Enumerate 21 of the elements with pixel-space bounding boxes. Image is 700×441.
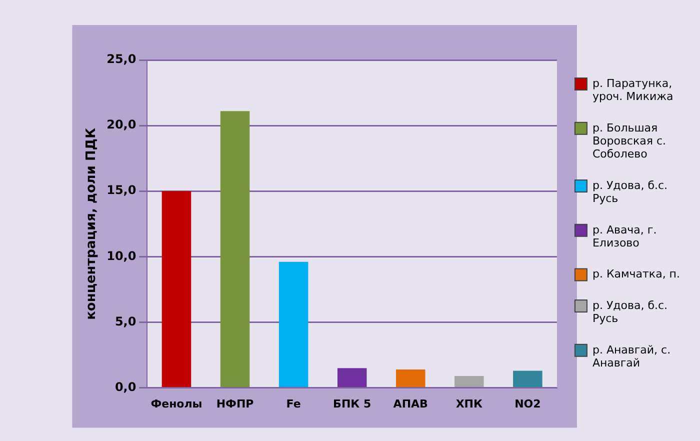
x-tick-label: АПАВ bbox=[393, 397, 428, 410]
legend-label: р. Авача, г. Елизово bbox=[592, 223, 657, 250]
legend-label: р. Удова, б.с. Русь bbox=[592, 178, 668, 206]
x-tick-label: NO2 bbox=[514, 397, 541, 410]
y-tick-label: 15,0 bbox=[106, 183, 136, 198]
legend-label: р. Паратунка, уроч. Микижа bbox=[592, 76, 674, 104]
y-tick-label: 20,0 bbox=[106, 118, 136, 132]
x-tick-label: ХПК bbox=[456, 397, 482, 410]
y-tick-label: 10,0 bbox=[106, 248, 136, 263]
y-tick-label: 5,0 bbox=[114, 314, 136, 328]
legend-label: р. Анавгай, с. Анавгай bbox=[592, 343, 671, 370]
y-axis-title: концентрация, доли ПДК bbox=[84, 128, 100, 320]
x-tick-label: БПК 5 bbox=[333, 397, 372, 410]
legend-label: р. Камчатка, п. bbox=[592, 268, 680, 281]
y-tick-label: 0,0 bbox=[114, 380, 136, 394]
legend-label: р. Большая Воровская с. Соболево bbox=[592, 121, 666, 161]
legend-label: р. Удова, б.с. Русь bbox=[592, 298, 668, 326]
x-tick-label: НФПР bbox=[216, 397, 254, 410]
y-tick-label: 25,0 bbox=[106, 52, 136, 66]
x-tick-label: Fe bbox=[286, 397, 301, 410]
x-tick-label: Фенолы bbox=[150, 397, 202, 410]
